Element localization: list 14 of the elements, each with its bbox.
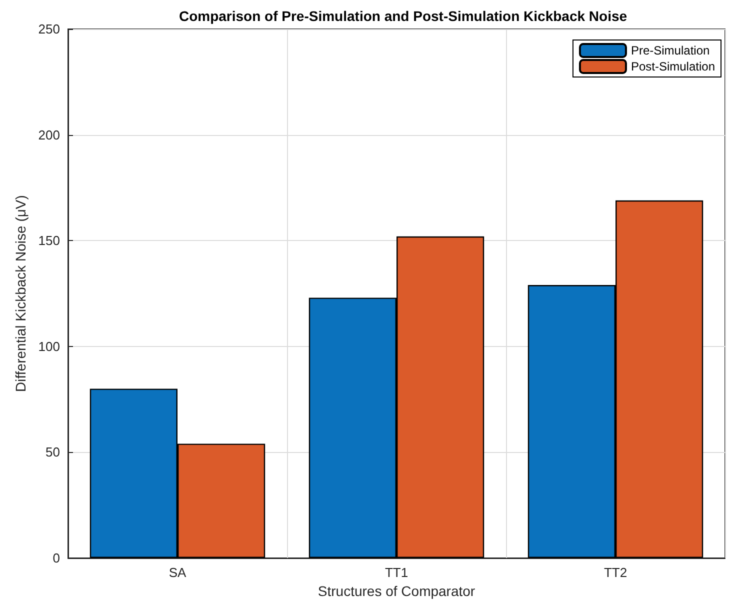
legend-label: Post-Simulation: [630, 60, 716, 74]
chart-title: Comparison of Pre-Simulation and Post-Simulation Kickback Noise: [178, 8, 628, 24]
x-tick-label: SA: [168, 565, 186, 580]
x-axis-title: Structures of Comparator: [318, 583, 476, 599]
y-tick-label: 200: [38, 127, 60, 142]
y-axis-title: Differential Kickback Noise (μV): [12, 195, 28, 392]
y-tick-label: 150: [38, 233, 60, 248]
legend-label: Pre-Simulation: [630, 44, 710, 58]
x-tick-label: TT1: [384, 565, 408, 580]
y-tick-label: 100: [38, 338, 60, 354]
y-tick-label: 0: [52, 550, 60, 566]
x-tick-label: TT2: [604, 565, 628, 580]
y-tick-label: 50: [46, 444, 60, 460]
y-tick-label: 250: [38, 22, 60, 36]
